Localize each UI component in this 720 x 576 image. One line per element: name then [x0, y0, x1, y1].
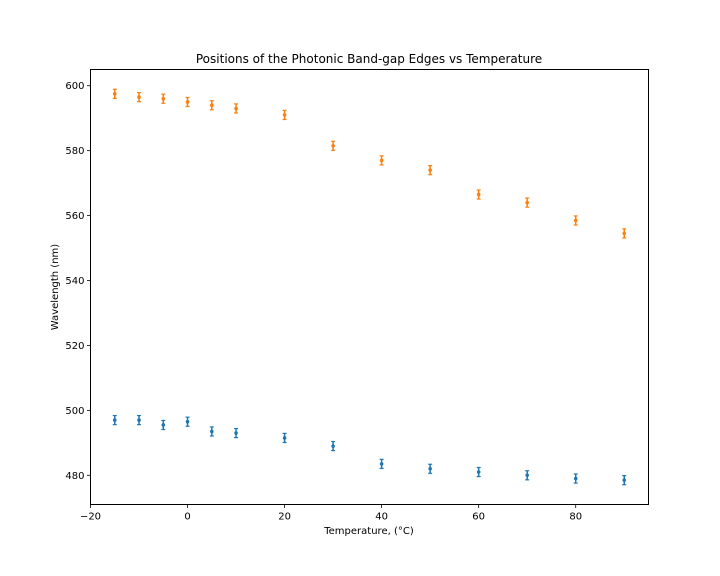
- data-point: [622, 231, 627, 236]
- data-point: [282, 436, 287, 440]
- chart-title: Positions of the Photonic Band-gap Edges…: [196, 52, 542, 66]
- data-point: [112, 418, 117, 422]
- data-point: [573, 218, 578, 223]
- data-point: [234, 431, 238, 435]
- y-axis-label: Wavelength (nm): [50, 244, 61, 330]
- data-point: [161, 96, 166, 101]
- x-tick-label: 20: [278, 512, 291, 523]
- data-point: [379, 158, 384, 163]
- data-point: [282, 113, 287, 117]
- data-point: [137, 418, 141, 422]
- y-tick-label: 540: [65, 276, 84, 287]
- data-point: [137, 95, 141, 99]
- x-tick-label: 0: [184, 512, 190, 523]
- data-point: [331, 444, 335, 448]
- data-point: [476, 470, 481, 474]
- data-point: [622, 478, 627, 482]
- axes-frame: [90, 69, 649, 505]
- data-point: [525, 473, 529, 478]
- data-point: [185, 100, 190, 104]
- y-tick-label: 480: [65, 471, 84, 482]
- data-point: [573, 476, 578, 481]
- data-point: [525, 200, 529, 205]
- data-point: [331, 143, 335, 148]
- data-point: [428, 466, 432, 471]
- plot-area: [112, 88, 627, 486]
- x-tick-label: −20: [80, 512, 101, 523]
- series-1: [112, 414, 627, 486]
- y-tick-label: 600: [65, 81, 84, 92]
- data-point: [379, 462, 384, 466]
- data-point: [234, 106, 238, 111]
- data-point: [476, 192, 481, 197]
- y-tick-label: 560: [65, 211, 84, 222]
- y-tick-label: 520: [65, 341, 84, 352]
- data-point: [428, 168, 432, 172]
- data-point: [210, 103, 214, 108]
- y-tick-label: 500: [65, 406, 84, 417]
- data-point: [112, 92, 117, 96]
- series-2: [112, 88, 627, 239]
- x-tick-label: 40: [375, 512, 388, 523]
- y-axis-ticks: 480 500 520 540 560 580 600: [65, 81, 91, 482]
- x-axis-label: Temperature, (°C): [323, 526, 414, 537]
- data-point: [161, 423, 166, 427]
- data-point: [210, 429, 214, 434]
- data-point: [185, 419, 190, 424]
- x-tick-label: 60: [472, 512, 485, 523]
- x-tick-label: 80: [569, 512, 582, 523]
- x-axis-ticks: −20 0 20 40 60 80: [80, 504, 582, 523]
- y-tick-label: 580: [65, 146, 84, 157]
